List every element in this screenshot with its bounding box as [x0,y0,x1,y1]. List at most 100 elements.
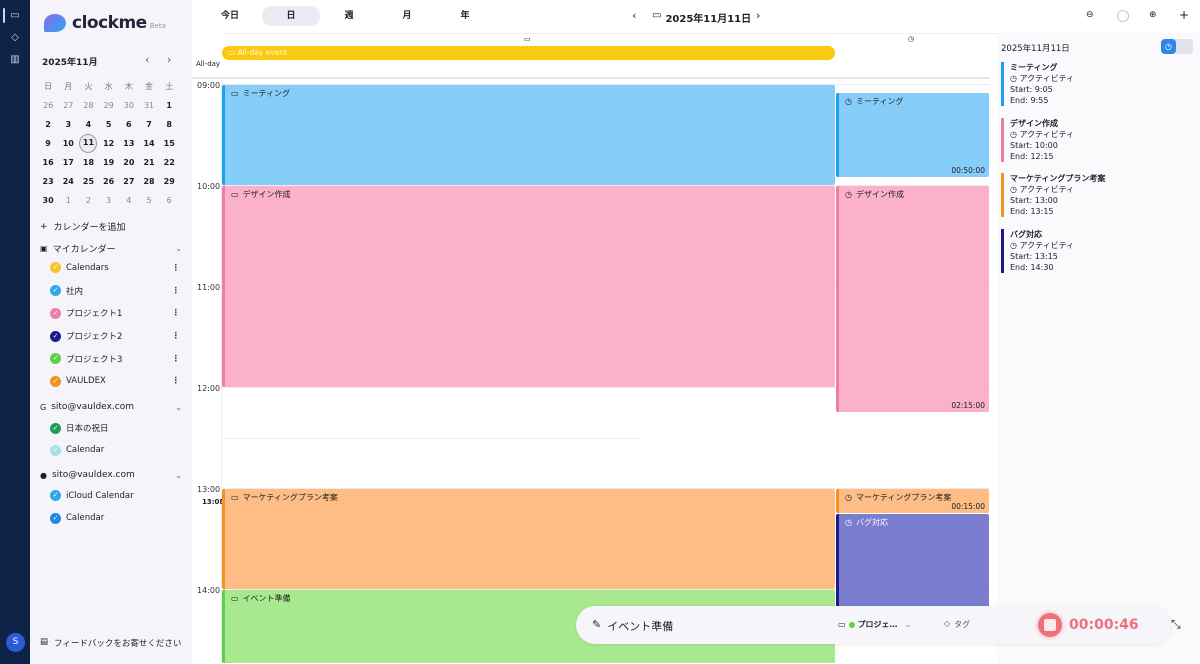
mini-day[interactable]: 19 [99,153,119,172]
mini-day[interactable]: 14 [139,134,159,153]
tag-select[interactable]: ◇ タグ [944,619,970,630]
mini-day[interactable]: 10 [58,134,78,153]
mini-day[interactable]: 5 [139,191,159,210]
more-options-icon[interactable]: ⋮ [171,262,181,273]
add-event-button[interactable]: + [1179,8,1190,22]
calendar-item[interactable]: ✓ プロジェクト1 ⋮ [50,307,180,319]
mini-day[interactable]: 23 [38,172,58,191]
activity-item[interactable]: デザイン作成 ◷ アクティビティ Start: 10:00 End: 12:15 [1001,117,1191,162]
mini-day[interactable]: 30 [38,191,58,210]
checkbox-checked-icon[interactable]: ✓ [50,422,61,434]
mini-day[interactable]: 29 [99,96,119,115]
collapse-icon[interactable]: ⤡ [1171,617,1181,631]
activity-toggle[interactable]: ◷ [1161,39,1193,54]
mini-day[interactable]: 1 [58,191,78,210]
feedback-link[interactable]: ▤ フィードバックをお寄せください [40,637,181,649]
mini-next-month-button[interactable]: › [167,53,172,66]
mini-day[interactable]: 9 [38,134,58,153]
planned-event[interactable]: ▭ ミーティング [222,85,835,185]
mini-day[interactable]: 7 [139,115,159,134]
tracked-event[interactable]: ◷ マーケティングプラン考案 00:15:00 [836,489,989,514]
view-week-tab[interactable]: 週 [344,11,354,21]
calendar-item[interactable]: ✓ Calendars ⋮ [50,262,180,273]
mini-day[interactable]: 15 [159,134,179,153]
mini-day[interactable]: 28 [78,96,98,115]
chart-icon[interactable]: ▥ [10,54,20,65]
calendar-icon[interactable]: ▭ [10,10,20,21]
mini-day[interactable]: 12 [99,134,119,153]
calendar-item[interactable]: ✓ Calendar [50,444,180,456]
today-button[interactable]: 今日 [220,11,239,21]
mini-day[interactable]: 4 [78,115,98,134]
zoom-slider[interactable] [1117,10,1129,22]
activity-item[interactable]: マーケティングプラン考案 ◷ アクティビティ Start: 13:00 End: 13… [1001,173,1191,217]
chevron-down-icon[interactable]: ⌄ [175,402,182,412]
activity-item[interactable]: ミーティング ◷ アクティビティ Start: 9:05 End: 9:55 [1001,62,1191,106]
mini-day[interactable]: 3 [58,115,78,134]
mini-prev-month-button[interactable]: ‹ [145,53,150,66]
zoom-out-icon[interactable]: ⊖ [1086,10,1094,20]
mini-day[interactable]: 27 [58,96,78,115]
view-day-tab[interactable]: 日 [262,6,320,26]
zoom-in-icon[interactable]: ⊕ [1149,10,1157,20]
checkbox-checked-icon[interactable]: ✓ [50,330,61,342]
more-options-icon[interactable]: ⋮ [171,308,181,319]
mini-day[interactable]: 29 [159,172,179,191]
checkbox-checked-icon[interactable]: ✓ [50,490,61,501]
mini-day[interactable]: 4 [119,191,139,210]
next-day-button[interactable]: › [756,9,761,22]
view-year-tab[interactable]: 年 [460,11,470,21]
checkbox-checked-icon[interactable]: ✓ [50,307,61,319]
mini-day[interactable]: 28 [139,172,159,191]
planned-event[interactable]: ▭ マーケティングプラン考案 [222,489,835,589]
task-name-field[interactable]: ✎ イベント準備 [592,618,673,634]
avatar[interactable]: S [6,633,25,652]
calendar-item[interactable]: ✓ 日本の祝日 [50,422,180,434]
mini-day[interactable]: 26 [38,96,58,115]
checkbox-checked-icon[interactable]: ✓ [50,285,61,297]
mini-day[interactable]: 30 [119,96,139,115]
calendar-item[interactable]: ✓ iCloud Calendar [50,490,180,501]
checkbox-checked-icon[interactable]: ✓ [50,444,61,456]
calendar-item[interactable]: ✓ Calendar [50,512,180,524]
more-options-icon[interactable]: ⋮ [171,285,181,296]
mini-day[interactable]: 16 [38,153,58,172]
stop-button[interactable] [1038,613,1062,637]
tag-icon[interactable]: ◇ [11,32,19,43]
mini-day[interactable]: 20 [119,153,139,172]
mini-day[interactable]: 22 [159,153,179,172]
checkbox-checked-icon[interactable]: ✓ [50,512,61,524]
mini-day[interactable]: 21 [139,153,159,172]
mini-day[interactable]: 1 [159,96,179,115]
mini-day[interactable]: 11 [78,134,98,153]
mini-day[interactable]: 18 [78,153,98,172]
planned-event[interactable]: ▭ デザイン作成 [222,186,835,387]
mini-day[interactable]: 17 [58,153,78,172]
more-options-icon[interactable]: ⋮ [171,353,181,364]
mini-day[interactable]: 24 [58,172,78,191]
checkbox-checked-icon[interactable]: ✓ [50,262,61,273]
calendar-item[interactable]: ✓ プロジェクト2 ⋮ [50,330,180,342]
project-select[interactable]: ▭ プロジェ… ⌄ [838,619,911,630]
more-options-icon[interactable]: ⋮ [171,376,181,386]
calendar-item[interactable]: ✓ 社内 ⋮ [50,285,180,297]
calendar-group-header[interactable]: ▣ マイカレンダー ⌄ [40,242,182,255]
mini-day[interactable]: 2 [78,191,98,210]
checkbox-checked-icon[interactable]: ✓ [50,375,61,387]
mini-day[interactable]: 27 [119,172,139,191]
date-picker[interactable]: ▭ 2025年11月11日 [652,10,751,25]
activity-item[interactable]: バグ対応 ◷ アクティビティ Start: 13:15 End: 14:30 [1001,228,1191,273]
calendar-item[interactable]: ✓ VAULDEX ⋮ [50,375,181,387]
mini-day[interactable]: 31 [139,96,159,115]
view-month-tab[interactable]: 月 [402,11,412,21]
tracked-event[interactable]: ◷ ミーティング 00:50:00 [836,93,989,177]
prev-day-button[interactable]: ‹ [632,9,637,22]
more-options-icon[interactable]: ⋮ [171,331,181,342]
tracked-event[interactable]: ◷ デザイン作成 02:15:00 [836,186,989,413]
allday-event[interactable]: ▭ All-day event [222,46,835,60]
add-calendar-button[interactable]: + カレンダーを追加 [40,220,182,234]
mini-day[interactable]: 8 [159,115,179,134]
checkbox-checked-icon[interactable]: ✓ [50,353,61,365]
mini-day[interactable]: 25 [78,172,98,191]
